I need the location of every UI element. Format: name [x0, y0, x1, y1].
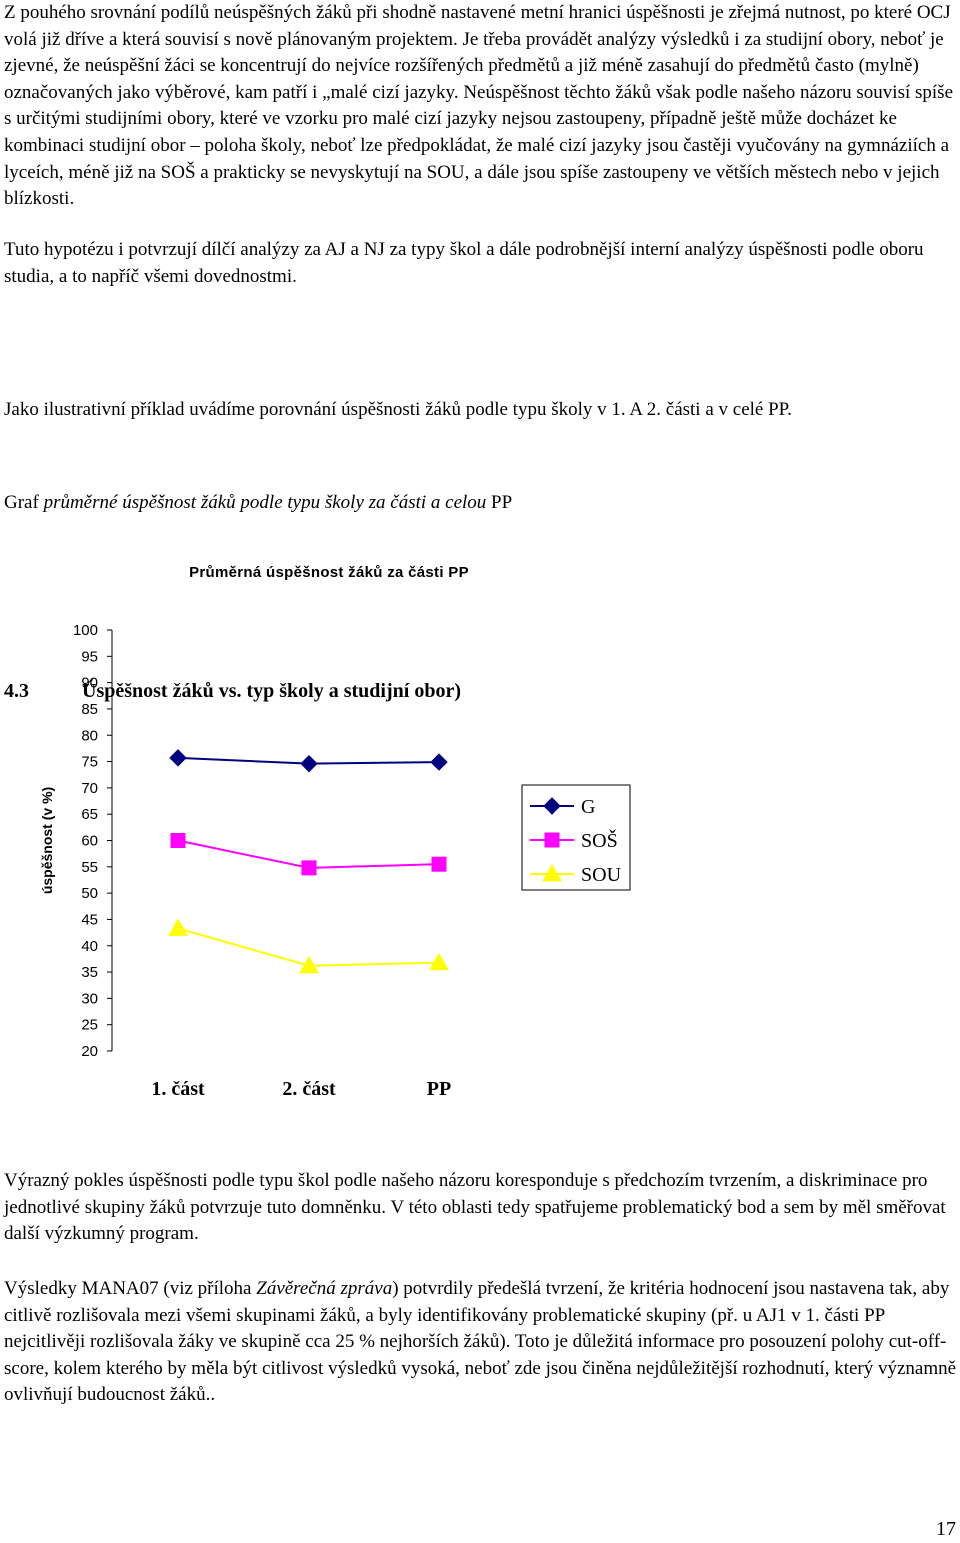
- intro-paragraph-2: Tuto hypotézu i potvrzují dílčí analýzy …: [4, 239, 924, 287]
- legend-label: G: [581, 796, 595, 818]
- legend-marker: [544, 832, 560, 848]
- legend-label: SOU: [581, 864, 622, 886]
- x-category-label: 2. část: [282, 1078, 336, 1100]
- graph-caption-italic: průměrné úspěšnost žáků podle typu školy…: [43, 492, 487, 513]
- legend-label: SOŠ: [581, 828, 618, 852]
- data-point-1: [169, 749, 187, 767]
- data-point-3: [299, 955, 319, 974]
- y-tick-label: 60: [81, 833, 98, 850]
- section-heading: 4.3 Úspěšnost žáků vs. typ školy a studij…: [4, 680, 461, 703]
- after-paragraph-1: Výrazný pokles úspěšnosti podle typu ško…: [4, 1170, 946, 1245]
- data-point-2: [170, 833, 186, 848]
- y-tick-label: 80: [81, 727, 98, 744]
- legend-marker: [543, 797, 561, 815]
- y-tick-label: 85: [81, 701, 98, 718]
- y-tick-label: 25: [81, 1017, 98, 1034]
- graph-caption: Graf průměrné úspěšnost žáků podle typu …: [4, 490, 958, 517]
- y-tick-label: 55: [81, 859, 98, 876]
- y-tick-label: 40: [81, 938, 98, 955]
- after-paragraph-2: Výsledky MANA07 (viz příloha Závěrečná z…: [4, 1276, 958, 1409]
- x-category-label: PP: [427, 1078, 451, 1100]
- legend-marker: [542, 863, 562, 882]
- y-tick-label: 90: [81, 675, 98, 692]
- line-chart: Průměrná úspěšnost žáků za části PP 100 95…: [39, 564, 631, 1100]
- y-tick-label: 50: [81, 885, 98, 902]
- y-axis-label: úspěšnost (v %): [39, 787, 55, 894]
- graph-caption-start: Graf: [4, 492, 44, 513]
- data-point-3: [168, 918, 188, 936]
- legend-box: [521, 784, 631, 891]
- data-point-3: [429, 952, 449, 971]
- data-point-2: [301, 860, 317, 876]
- y-tick-label: 100: [73, 622, 98, 639]
- y-tick-label: 35: [81, 964, 98, 981]
- y-tick-label: 45: [81, 911, 98, 928]
- graph-caption-end: PP: [486, 492, 513, 513]
- section-lead: Jako ilustrativní příklad uvádíme porovn…: [4, 399, 792, 420]
- y-tick-label: 70: [81, 780, 98, 797]
- y-tick-label: 95: [81, 648, 98, 665]
- data-point-1: [300, 754, 318, 773]
- intro-paragraph-1: Z pouhého srovnání podílů neúspěšných žá…: [4, 2, 953, 210]
- data-point-2: [431, 856, 447, 872]
- y-tick-label: 30: [81, 990, 98, 1007]
- after-p2-italic: Závěrečná zpráva: [256, 1278, 393, 1299]
- section-title: Úspěšnost žáků vs. typ školy a studijní …: [82, 680, 461, 702]
- chart-title: Průměrná úspěšnost žáků za části PP: [189, 564, 469, 581]
- y-tick-label: 20: [81, 1043, 98, 1060]
- after-p2-end: ) potvrdily předešlá tvrzení, že kritéri…: [4, 1278, 957, 1406]
- after-p2-start: Výsledky MANA07 (viz příloha: [4, 1278, 257, 1299]
- page-number: 17: [936, 1518, 956, 1540]
- y-tick-label: 65: [81, 806, 98, 823]
- y-tick-label: 75: [81, 754, 98, 771]
- x-category-label: 1. část: [151, 1078, 205, 1100]
- data-point-1: [430, 753, 448, 771]
- chart-container: Průměrná úspěšnost žáků za části PP 100 95…: [0, 555, 960, 1115]
- section-number: 4.3: [4, 680, 29, 702]
